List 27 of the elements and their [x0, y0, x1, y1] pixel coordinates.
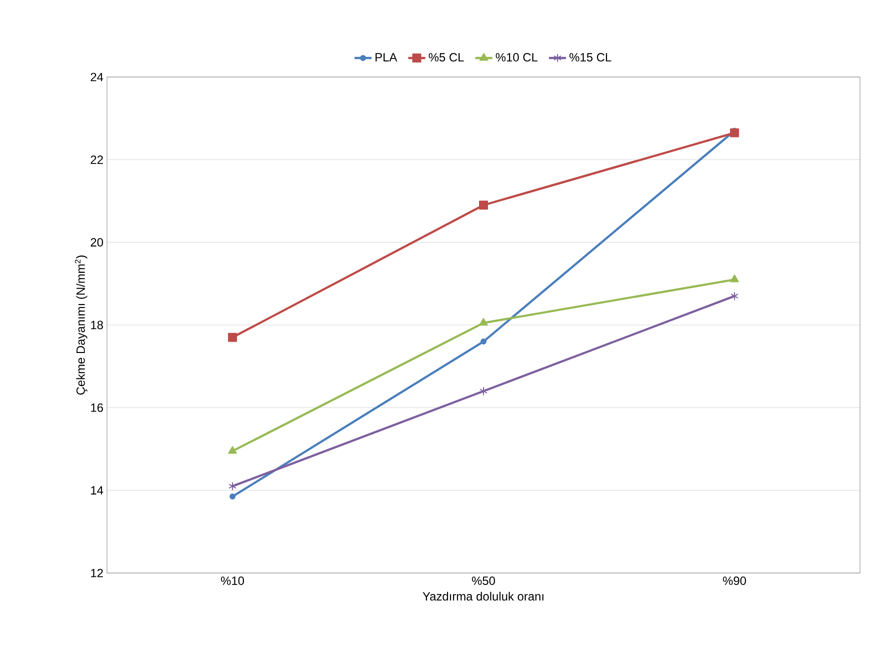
point	[479, 200, 488, 210]
legend-label: %15 CL	[570, 53, 612, 62]
y-tick-label: 20	[90, 238, 104, 247]
y-axis-title: Çekme Dayanımı (N/mm$^{2}$)	[74, 256, 88, 395]
point	[228, 446, 237, 454]
point	[730, 128, 739, 138]
x-axis-title: Yazdırma doluluk oranı	[422, 592, 544, 601]
x-tick-label: %90	[722, 576, 746, 585]
legend-label: PLA	[376, 53, 398, 62]
y-tick-label: 12	[91, 568, 103, 578]
x-tick-label: %50	[472, 576, 496, 585]
y-tick-label: 22	[90, 155, 103, 164]
point	[228, 332, 237, 342]
point	[480, 338, 486, 345]
point	[730, 292, 738, 301]
y-tick-label: 14	[91, 486, 104, 494]
point	[230, 494, 236, 500]
x-tick-label: %10	[220, 576, 244, 585]
y-tick-label: 18	[91, 320, 103, 330]
legend-label: %10 CL	[496, 53, 538, 62]
y-tick-label: 16	[91, 403, 103, 412]
point	[228, 482, 236, 491]
point	[479, 318, 488, 326]
point	[730, 274, 739, 282]
point	[480, 386, 488, 396]
legend-label: %5 CL	[428, 53, 464, 62]
y-tick-label: 24	[90, 72, 104, 82]
